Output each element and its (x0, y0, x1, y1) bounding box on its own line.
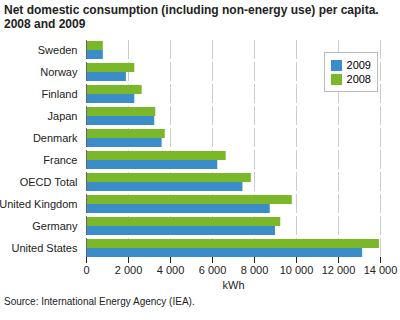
html-text:2008: 2008 (346, 73, 371, 85)
html-text:2009: 2009 (346, 59, 371, 71)
svg-text:6 000: 6 000 (199, 264, 227, 276)
html-text:Net domestic consumption (incl: Net domestic consumption (including non-… (4, 3, 379, 31)
svg-text:14 000: 14 000 (364, 264, 398, 276)
html-text:Source: International Energy A: Source: International Energy Agency (IEA… (4, 296, 195, 307)
svg-text:8 000: 8 000 (241, 264, 269, 276)
svg-text:2 000: 2 000 (115, 264, 143, 276)
svg-text:Japan: Japan (48, 110, 78, 122)
svg-text:Norway: Norway (40, 66, 78, 78)
svg-text:OECD Total: OECD Total (20, 176, 78, 188)
svg-text:Denmark: Denmark (33, 132, 78, 144)
svg-text:kWh: kWh (223, 279, 245, 291)
svg-text:Sweden: Sweden (38, 44, 78, 56)
svg-text:4 000: 4 000 (157, 264, 185, 276)
svg-text:Finland: Finland (41, 88, 77, 100)
svg-text:United States: United States (11, 242, 78, 254)
svg-text:0: 0 (83, 264, 89, 276)
svg-text:Germany: Germany (32, 220, 78, 232)
svg-text:United Kingdom: United Kingdom (0, 198, 78, 210)
svg-text:10 000: 10 000 (280, 264, 314, 276)
svg-text:France: France (43, 154, 77, 166)
svg-text:12 000: 12 000 (322, 264, 356, 276)
